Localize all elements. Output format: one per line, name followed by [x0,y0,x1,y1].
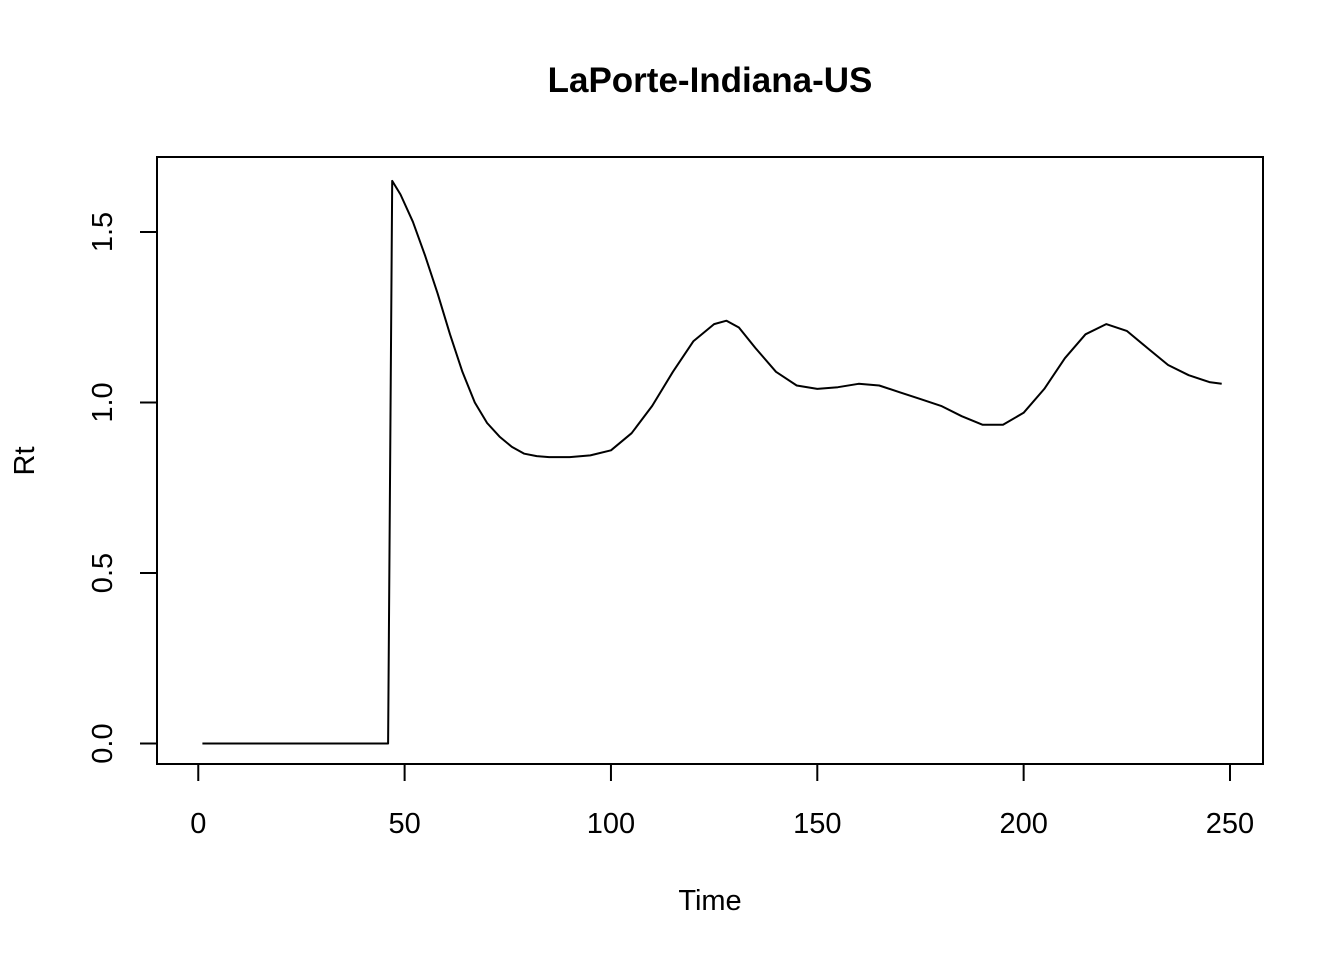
x-tick-label: 150 [793,808,841,840]
x-axis: 0 50 100 150 200 250 [190,763,1254,840]
x-tick-label: 0 [190,808,206,840]
y-tick-label: 1.5 [87,212,119,252]
chart-title: LaPorte-Indiana-US [548,61,873,100]
plot-frame [156,156,1264,765]
x-axis-label: Time [678,885,741,917]
y-tick-label: 1.0 [87,382,119,422]
y-axis: 0.0 0.5 1.0 1.5 [87,212,158,764]
x-tick-label: 100 [587,808,635,840]
x-tick-label: 200 [999,808,1047,840]
y-tick-label: 0.5 [87,553,119,593]
y-axis-label: Rt [9,447,41,476]
series-layer [202,179,1222,745]
x-tick-label: 50 [388,808,420,840]
series-line-1 [202,179,1222,745]
x-tick-label: 250 [1206,808,1254,840]
y-tick-label: 0.0 [87,723,119,763]
